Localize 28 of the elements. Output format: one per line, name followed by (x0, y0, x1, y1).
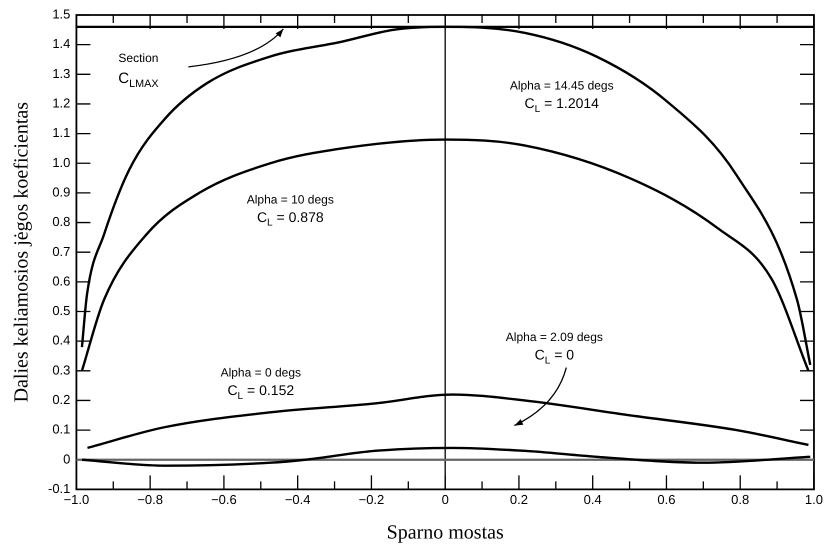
y-tick-label: 1.4 (52, 36, 70, 52)
y-tick-label: 0.3 (52, 362, 70, 378)
y-tick-label: 0.7 (52, 244, 70, 259)
y-tick-label: 1.0 (52, 154, 70, 170)
x-tick-label: −0.8 (137, 492, 163, 507)
x-tick-label: 0 (442, 492, 449, 507)
y-tick-label: 0.8 (52, 214, 70, 230)
y-tick-label: 0.4 (52, 332, 70, 348)
x-tick-label: 1.0 (804, 492, 824, 507)
x-tick-label: −0.6 (211, 492, 237, 507)
y-tick-label: 1.2 (52, 96, 70, 111)
y-tick-label: 0 (63, 451, 70, 466)
y-tick-label: 1.1 (52, 125, 70, 140)
y-tick-label: 0.5 (52, 303, 70, 318)
x-tick-label: 0.4 (584, 492, 602, 507)
y-tick-label: 1.3 (52, 66, 70, 81)
x-tick-label: 0.8 (731, 492, 750, 507)
x-axis-title: Sparno mostas (386, 521, 504, 544)
y-axis-title: Dalies keliamosios jėgos koeficientas (10, 102, 32, 402)
y-tick-label: 1.5 (52, 6, 70, 22)
y-tick-label: 0.2 (52, 392, 70, 408)
x-tick-label: −0.2 (358, 492, 384, 507)
y-tick-label: 0.9 (52, 184, 70, 200)
y-tick-label: 0.1 (52, 422, 70, 437)
x-tick-label: 0.6 (657, 492, 676, 507)
y-tick-label: 0.6 (52, 273, 70, 288)
x-tick-label: 0.2 (510, 492, 528, 507)
x-tick-label: −0.4 (284, 492, 311, 507)
